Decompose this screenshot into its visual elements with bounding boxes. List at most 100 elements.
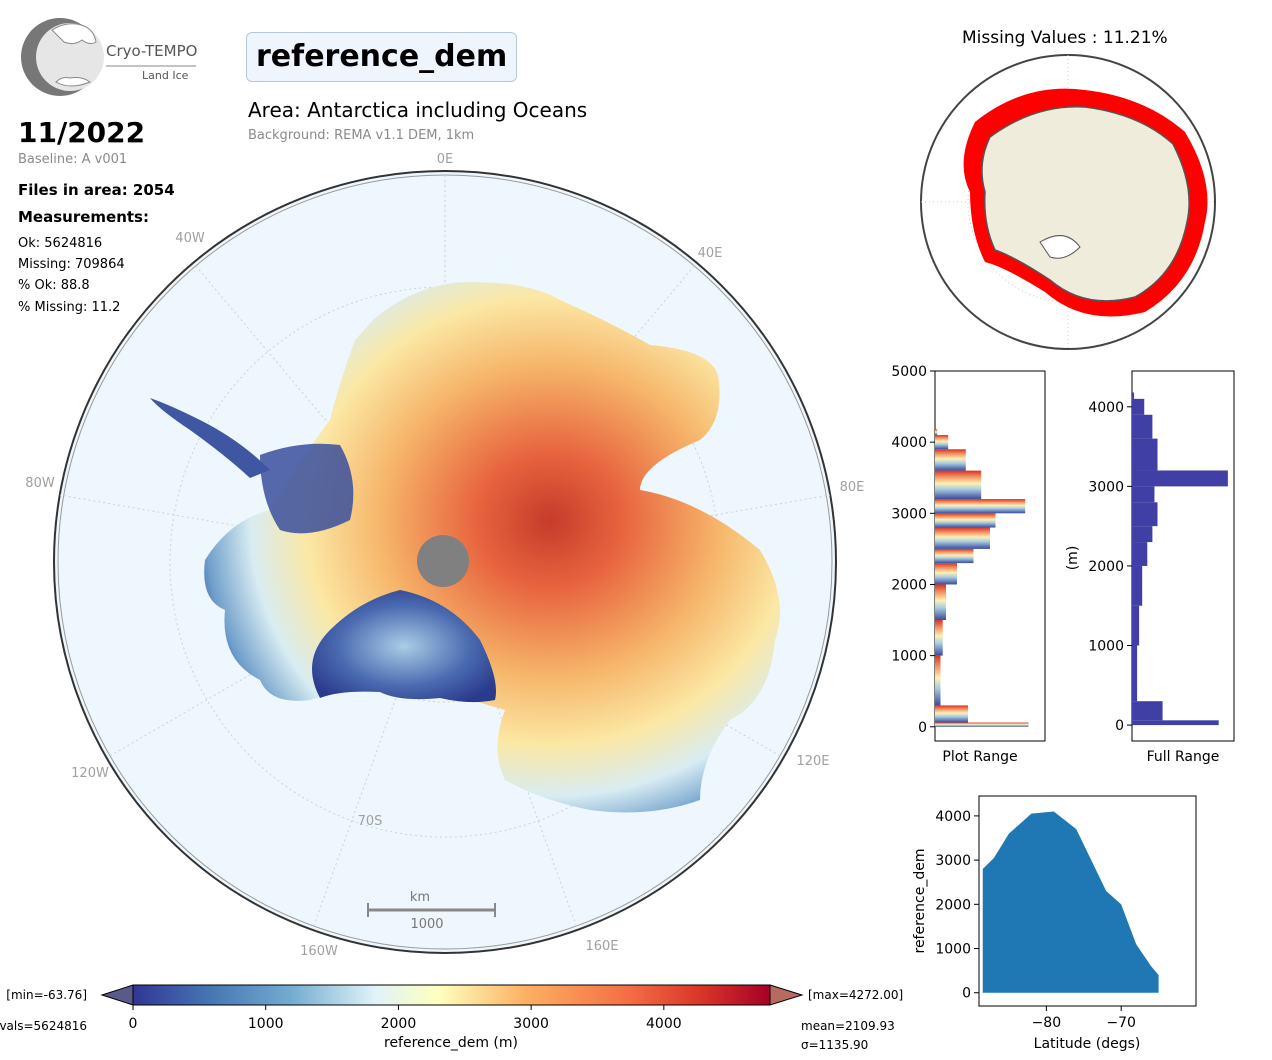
scale-bar-unit: km [410,890,430,905]
lat-label-70s: 70S [358,814,383,829]
date-label: 11/2022 [18,116,146,149]
histogram-bar [1132,502,1158,527]
colorbar-mean: mean=2109.93 [801,1019,895,1033]
y-tick-label: 4000 [1088,400,1124,416]
scatter-ylabel: reference_dem [912,849,928,954]
y-tick-label: 3000 [1088,479,1124,495]
histogram-bar [1132,720,1219,726]
histogram-bar [935,513,996,528]
y-tick-label: 2000 [1088,559,1124,575]
main-map: 0E 40E 80E 120E 160E 160W 120W 80W 40W 7… [25,152,864,959]
colorbar-tick-label: 4000 [646,1016,682,1032]
y-tick-label: 2000 [935,897,971,913]
y-tick-label: 1000 [891,649,927,665]
histogram-bar [1132,542,1148,566]
y-tick-label: 0 [1115,718,1124,734]
y-tick-label: 0 [918,720,927,736]
cryo-tempo-logo: Cryo-TEMPO Land Ice [18,16,208,98]
histogram-bar [935,429,938,436]
histogram-bar [1132,438,1158,471]
stat-pct-ok: % Ok: 88.8 [18,278,90,293]
measurements-title: Measurements: [18,208,149,226]
histogram-bar [1132,565,1143,606]
x-tick-label: −80 [1032,1015,1062,1031]
stat-pct-missing: % Missing: 11.2 [18,300,121,315]
hist1-xlabel: Plot Range [942,749,1017,765]
histogram-bar [1132,414,1153,439]
histogram-bar [1132,645,1138,702]
histogram-bar [1132,392,1135,399]
y-tick-label: 2000 [891,577,927,593]
histogram-bar [1132,486,1155,503]
lon-label-40w: 40W [175,231,205,246]
lon-label-0e: 0E [437,152,454,167]
scatter-xlabel: Latitude (degs) [1034,1036,1141,1052]
baseline-label: Baseline: A v001 [18,152,128,167]
pole-hole [417,535,469,587]
y-tick-label: 1000 [1088,639,1124,655]
colorbar-tick-label: 1000 [248,1016,284,1032]
area-title: Area: Antarctica including Oceans [248,98,588,122]
lon-label-40e: 40E [698,246,723,261]
colorbar-sigma: σ=1135.90 [801,1038,868,1052]
scale-bar-length: 1000 [410,917,443,932]
histogram-bar [935,563,957,585]
page-title: reference_dem [246,32,518,82]
missing-values-title: Missing Values : 11.21% [962,28,1168,48]
lon-label-120w: 120W [71,766,109,781]
lon-label-80w: 80W [25,476,55,491]
missing-values-map [920,54,1216,350]
histogram-bar [935,548,974,564]
histogram-bar [1132,526,1153,543]
histogram-bar [935,435,949,450]
y-tick-label: 1000 [935,942,971,958]
histogram-plot-range: 0 1000 2000 3000 4000 5000 Plot Range [891,364,1046,765]
colorbar-tick-label: 0 [129,1016,138,1032]
histogram-full-range: 0 1000 2000 3000 4000 Full Range (m) [1065,370,1235,765]
stat-missing: Missing: 709864 [18,257,125,272]
histogram-bar [1132,470,1228,487]
histogram-bar [935,470,982,500]
files-in-area: Files in area: 2054 [18,181,175,199]
histogram-bar [1132,701,1163,721]
hist2-xlabel: Full Range [1147,749,1220,765]
y-tick-label: 3000 [891,506,927,522]
histogram-bar [935,705,968,723]
longitude-labels: 0E 40E 80E 120E 160E 160W 120W 80W 40W 7… [25,152,864,959]
y-tick-label: 0 [962,986,971,1002]
x-tick-label: −70 [1106,1015,1136,1031]
lon-label-120e: 120E [796,754,829,769]
logo-mark-icon [21,18,196,96]
stat-ok: Ok: 5624816 [18,236,103,251]
histogram-bar [1132,398,1145,415]
lon-label-160w: 160W [300,944,338,959]
colorbar: 0 1000 2000 3000 4000 [min=-63.76] [max=4272… [0,984,903,1052]
histogram-bar [935,655,941,706]
colorbar-min: [min=-63.76] [6,988,87,1002]
colorbar-tick-label: 2000 [381,1016,417,1032]
histogram-bar [935,584,946,621]
y-tick-label: 4000 [935,809,971,825]
histogram-bar [935,499,1026,514]
histogram-bar [935,449,966,471]
hist2-ylabel: (m) [1065,546,1081,571]
colorbar-nvals: nvals=5624816 [0,1019,87,1033]
colorbar-xlabel: reference_dem (m) [384,1035,518,1051]
colorbar-tick-label: 3000 [513,1016,549,1032]
scale-bar: km 1000 [367,890,496,932]
histogram-bar [935,620,943,656]
y-tick-label: 5000 [891,364,927,380]
y-tick-label: 3000 [935,853,971,869]
histogram-bar [935,527,990,549]
logo-name: Cryo-TEMPO [106,42,198,60]
logo-subtitle: Land Ice [142,69,189,82]
lon-label-160e: 160E [585,939,618,954]
histogram-bar [1132,605,1140,646]
lon-label-80e: 80E [840,480,865,495]
colorbar-max: [max=4272.00] [808,988,903,1002]
scatter-points [982,811,1159,993]
y-tick-label: 4000 [891,435,927,451]
background-note: Background: REMA v1.1 DEM, 1km [248,128,475,143]
histogram-bar [935,722,1029,727]
